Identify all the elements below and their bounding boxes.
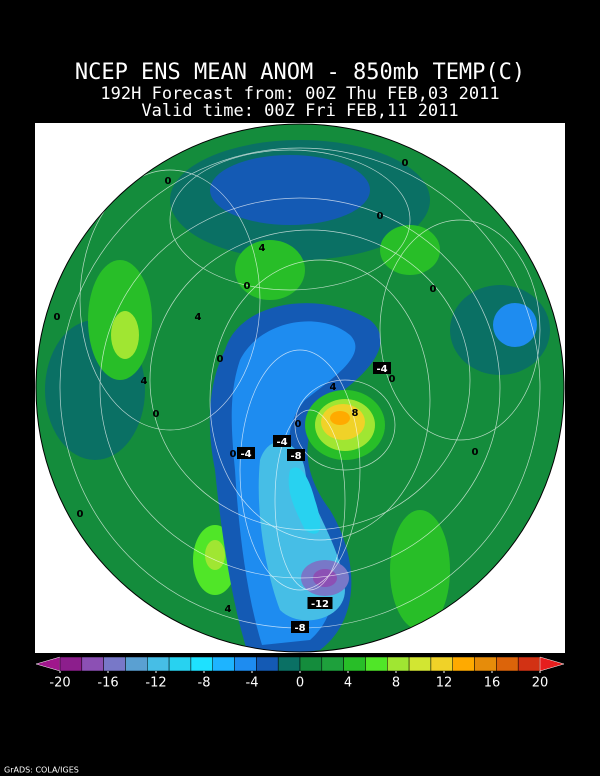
footer: GrADS: COLA/IGES bbox=[4, 766, 79, 775]
colorbar: -20 -16 -12 -8 -4 0 4 8 12 16 20 bbox=[35, 656, 565, 691]
contour-label-box bbox=[307, 597, 333, 609]
field-patch bbox=[205, 540, 225, 570]
contour-label: -8 bbox=[290, 451, 301, 462]
colorbar-label: 0 bbox=[296, 676, 304, 691]
colorbar-swatch bbox=[256, 656, 279, 672]
contour-label: 4 bbox=[195, 312, 202, 323]
field-patch bbox=[330, 411, 350, 425]
colorbar-label: 16 bbox=[484, 676, 501, 691]
contour-label: 0 bbox=[295, 419, 302, 430]
colorbar-label: -12 bbox=[145, 676, 166, 691]
colorbar-label: 8 bbox=[392, 676, 400, 691]
colorbar-swatch bbox=[408, 656, 432, 672]
field-patch bbox=[493, 303, 537, 347]
contour-label: 0 bbox=[153, 409, 160, 420]
colorbar-swatch bbox=[59, 656, 83, 672]
contour-label-box bbox=[237, 447, 255, 459]
title: NCEP ENS MEAN ANOM - 850mb TEMP(C) bbox=[75, 60, 525, 85]
colorbar-swatch bbox=[277, 656, 301, 672]
colorbar-label: -4 bbox=[246, 676, 259, 691]
colorbar-swatch bbox=[81, 656, 104, 672]
colorbar-swatch bbox=[496, 656, 519, 672]
contour-label: 0 bbox=[430, 284, 437, 295]
contour-label: 0 bbox=[230, 449, 237, 460]
field-patch bbox=[210, 155, 370, 225]
contour-label: 0 bbox=[389, 374, 396, 385]
colorbar-swatch bbox=[387, 656, 410, 672]
contour-label-box bbox=[273, 435, 291, 447]
colorbar-swatch bbox=[474, 656, 497, 672]
colorbar-swatch bbox=[103, 656, 126, 672]
contour-label: 0 bbox=[377, 211, 384, 222]
contour-label: 0 bbox=[472, 447, 479, 458]
contour-label: -4 bbox=[376, 364, 387, 375]
colorbar-label: 4 bbox=[344, 676, 352, 691]
colorbar-swatch bbox=[125, 656, 148, 672]
valid-time: Valid time: 00Z Fri FEB,11 2011 bbox=[141, 101, 458, 121]
contour-label: 0 bbox=[402, 158, 409, 169]
colorbar-swatch bbox=[168, 656, 192, 672]
map-disk bbox=[36, 124, 564, 652]
contour-label: 4 bbox=[225, 604, 232, 615]
colorbar-label: -16 bbox=[97, 676, 118, 691]
contour-label: -4 bbox=[240, 449, 251, 460]
colorbar-label: -20 bbox=[49, 676, 70, 691]
contour-label: 0 bbox=[54, 312, 61, 323]
field-patch bbox=[111, 311, 139, 359]
colorbar-swatch bbox=[365, 656, 388, 672]
contour-label: -12 bbox=[311, 599, 329, 610]
map-boundary bbox=[35, 123, 565, 653]
colorbar-swatch bbox=[321, 656, 344, 672]
contour-label: -4 bbox=[276, 437, 287, 448]
colorbar-swatch bbox=[234, 656, 257, 672]
contour-label: 0 bbox=[165, 176, 172, 187]
contour-label: -8 bbox=[294, 623, 305, 634]
colorbar-swatch bbox=[190, 656, 213, 672]
subtitle: 192H Forecast from: 00Z Thu FEB,03 2011 bbox=[100, 84, 499, 104]
contour-label-box bbox=[287, 449, 305, 461]
field-patch bbox=[235, 240, 305, 300]
colorbar-label: -8 bbox=[198, 676, 211, 691]
colorbar-label: 12 bbox=[436, 676, 453, 691]
contour-label: 4 bbox=[330, 382, 337, 393]
contour-label: 0 bbox=[217, 354, 224, 365]
colorbar-label: 20 bbox=[532, 676, 549, 691]
field-patch bbox=[380, 225, 440, 275]
colorbar-swatch bbox=[452, 656, 475, 672]
colorbar-swatch bbox=[299, 656, 323, 672]
colorbar-arrow bbox=[539, 656, 565, 672]
colorbar-swatch bbox=[430, 656, 453, 672]
contour-label-box bbox=[373, 362, 391, 374]
field-patch bbox=[390, 510, 450, 630]
colorbar-swatch bbox=[343, 656, 366, 672]
colorbar-swatch bbox=[212, 656, 235, 672]
field-patch bbox=[313, 569, 337, 587]
colorbar-swatch bbox=[147, 656, 170, 672]
contour-label: 0 bbox=[77, 509, 84, 520]
contour-label: 4 bbox=[141, 376, 148, 387]
contour-label-box bbox=[291, 621, 309, 633]
contour-label: 8 bbox=[352, 408, 359, 419]
contour-label: 4 bbox=[259, 243, 266, 254]
colorbar-swatch bbox=[517, 656, 541, 672]
contour-label: 0 bbox=[244, 281, 251, 292]
colorbar-arrow bbox=[35, 656, 61, 672]
field-patch bbox=[288, 467, 321, 534]
